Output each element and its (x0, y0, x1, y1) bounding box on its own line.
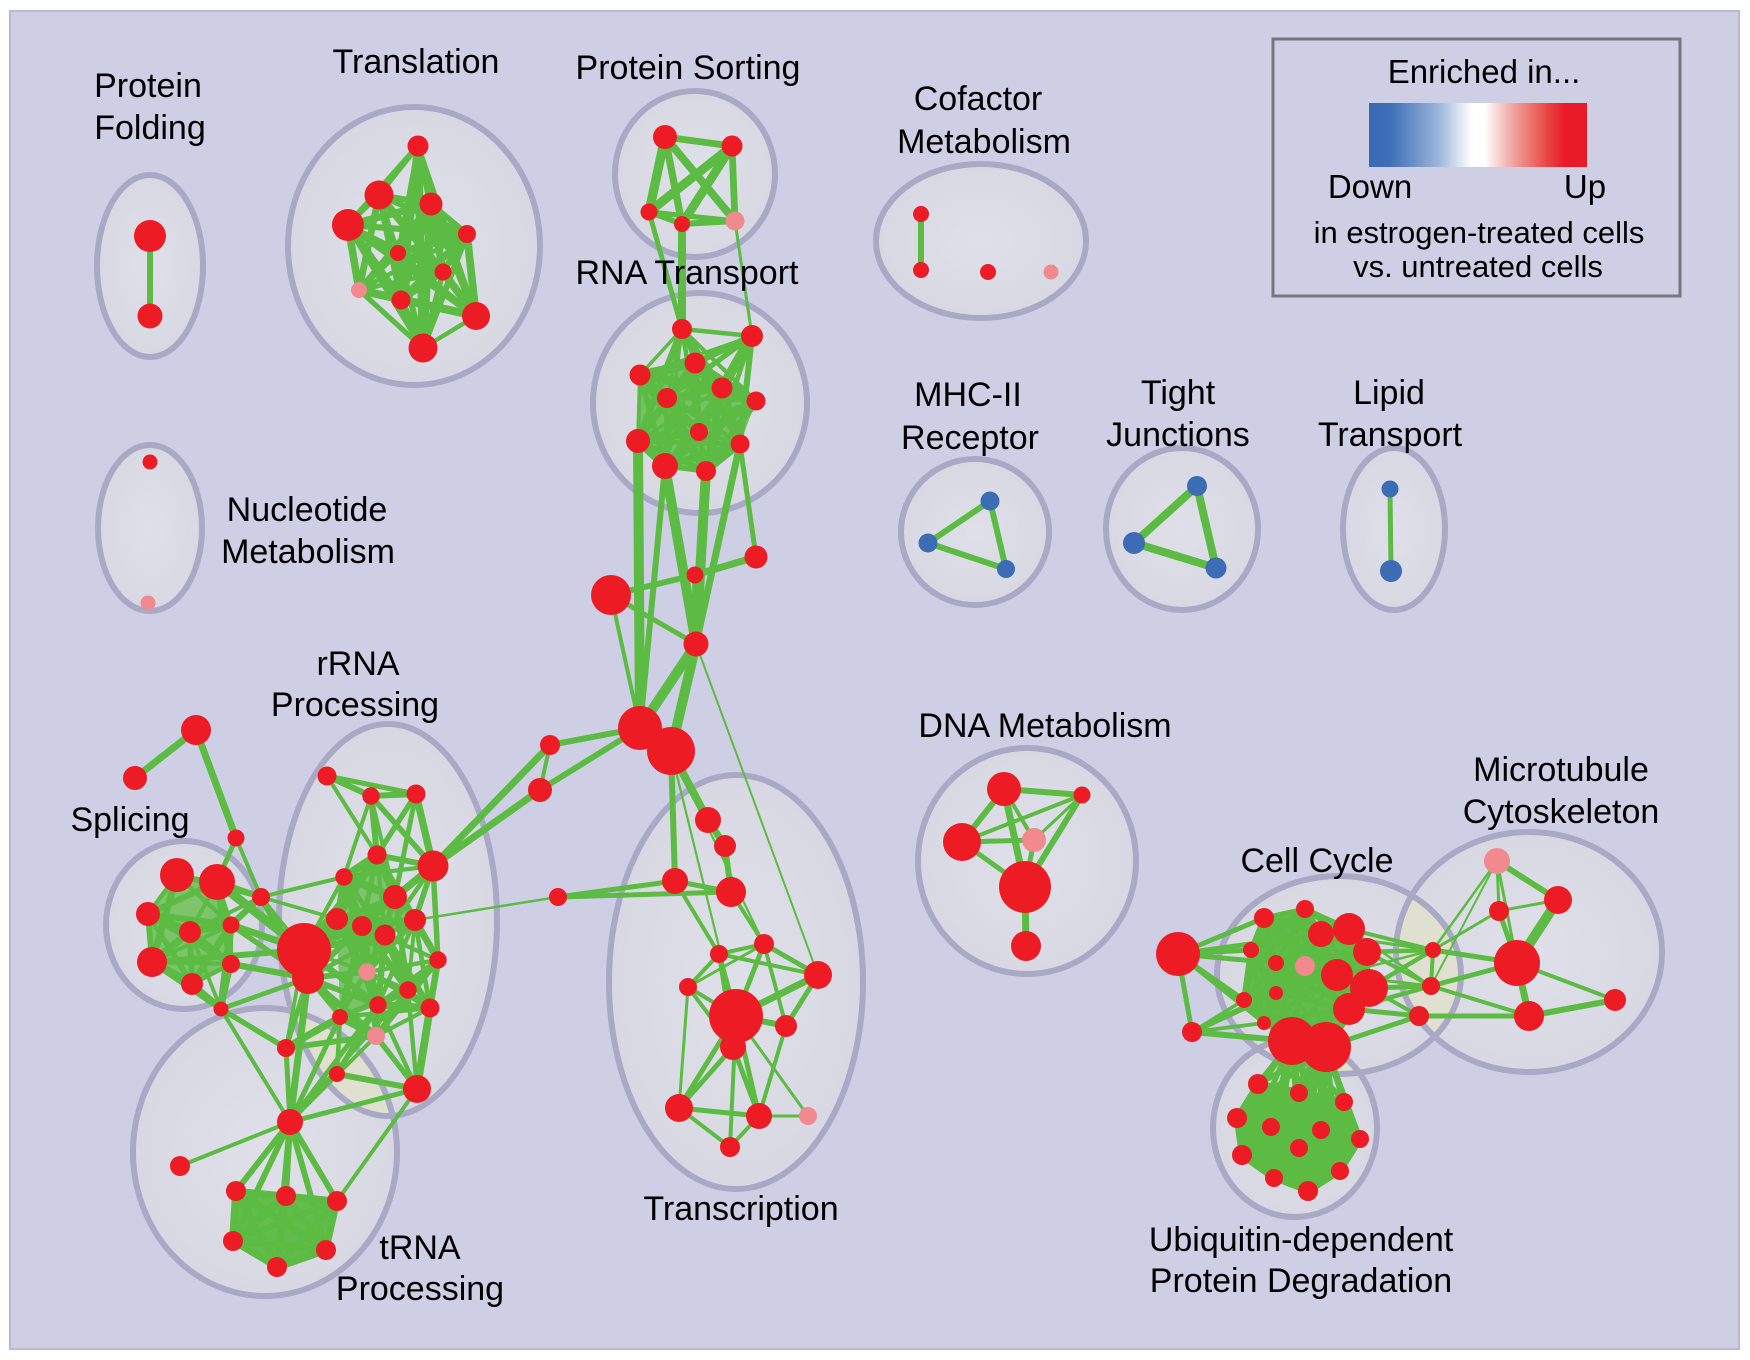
svg-text:Processing: Processing (271, 686, 439, 724)
svg-text:Tight: Tight (1141, 374, 1216, 412)
svg-text:Transport: Transport (1318, 416, 1463, 454)
svg-text:in estrogen-treated cells: in estrogen-treated cells (1314, 215, 1645, 250)
svg-text:DNA Metabolism: DNA Metabolism (918, 707, 1171, 745)
svg-text:Folding: Folding (94, 109, 206, 147)
svg-text:Cell Cycle: Cell Cycle (1240, 842, 1393, 880)
svg-text:Down: Down (1328, 168, 1412, 205)
svg-text:Protein Sorting: Protein Sorting (576, 49, 801, 87)
svg-text:Enriched in...: Enriched in... (1388, 53, 1581, 90)
svg-text:Protein Degradation: Protein Degradation (1150, 1262, 1452, 1300)
svg-text:Up: Up (1564, 168, 1606, 205)
svg-text:Translation: Translation (333, 43, 500, 81)
svg-text:Metabolism: Metabolism (221, 533, 395, 571)
svg-text:RNA Transport: RNA Transport (576, 254, 800, 292)
svg-text:Splicing: Splicing (70, 801, 189, 839)
svg-text:Cofactor: Cofactor (914, 80, 1043, 118)
svg-text:Ubiquitin-dependent: Ubiquitin-dependent (1149, 1221, 1454, 1259)
svg-text:Lipid: Lipid (1353, 374, 1425, 412)
svg-text:rRNA: rRNA (316, 645, 399, 683)
svg-text:tRNA: tRNA (379, 1229, 461, 1267)
svg-text:Transcription: Transcription (643, 1190, 838, 1228)
svg-text:Metabolism: Metabolism (897, 123, 1071, 161)
svg-text:Protein: Protein (94, 67, 202, 105)
svg-text:vs. untreated cells: vs. untreated cells (1353, 249, 1603, 284)
svg-text:Nucleotide: Nucleotide (227, 491, 388, 529)
svg-text:Cytoskeleton: Cytoskeleton (1463, 793, 1660, 831)
svg-text:Processing: Processing (336, 1270, 504, 1308)
svg-text:Receptor: Receptor (901, 419, 1039, 457)
svg-text:MHC-II: MHC-II (914, 376, 1022, 414)
svg-text:Microtubule: Microtubule (1473, 751, 1649, 789)
svg-text:Junctions: Junctions (1106, 416, 1250, 454)
